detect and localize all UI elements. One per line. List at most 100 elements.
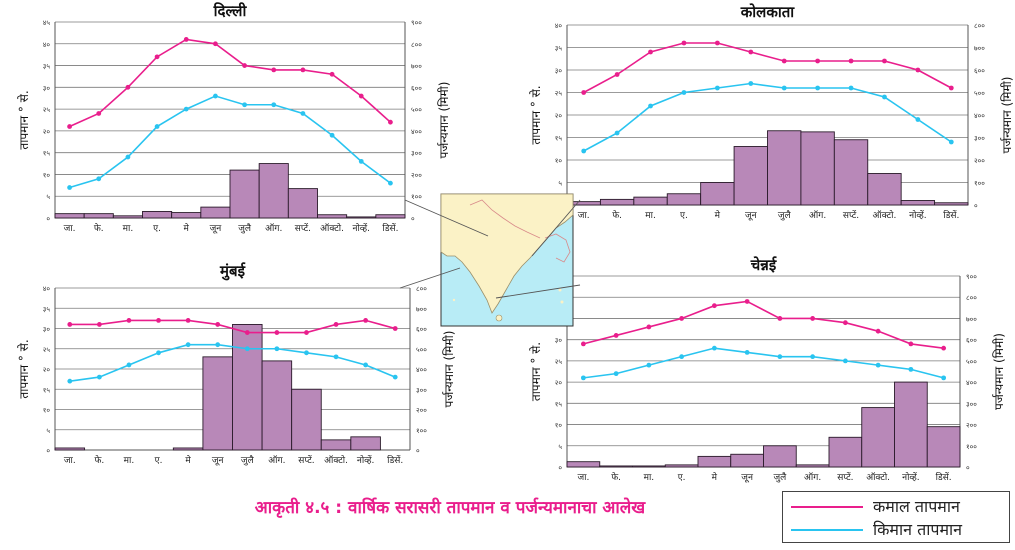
y2-tick-label: २०० bbox=[966, 422, 977, 430]
min-temp-point bbox=[183, 106, 189, 112]
x-tick-label: नोव्हें. bbox=[357, 454, 375, 466]
y2-axis-title: पर्जन्यमान (मिमी) bbox=[437, 82, 451, 159]
max-temp-point bbox=[648, 49, 653, 55]
min-temp-point bbox=[848, 85, 854, 91]
rain-bar bbox=[763, 445, 797, 468]
y2-tick-label: ३०० bbox=[974, 135, 985, 143]
max-temp-point bbox=[215, 322, 221, 327]
y2-tick-label: ८०० bbox=[411, 41, 422, 49]
y-tick-label: ३० bbox=[555, 337, 563, 345]
y2-tick-label: ४०० bbox=[974, 112, 985, 120]
max-temp-point bbox=[581, 90, 587, 95]
x-tick-label: फे. bbox=[611, 471, 621, 483]
y2-tick-label: ८०० bbox=[974, 22, 985, 30]
figure-caption: आकृती ४.५ : वार्षिक सरासरी तापमान व पर्ज… bbox=[254, 498, 646, 518]
map-leader-line bbox=[399, 267, 461, 289]
y2-tick-label: ७०० bbox=[416, 305, 427, 313]
rain-bar bbox=[291, 388, 322, 451]
x-tick-label: जुलै bbox=[241, 454, 255, 466]
y-tick-label: २५ bbox=[555, 358, 563, 366]
y2-tick-label: ० bbox=[966, 464, 970, 472]
y-tick-label: २० bbox=[555, 379, 563, 387]
y2-tick-label: ६०० bbox=[416, 326, 427, 334]
x-tick-label: मा. bbox=[645, 211, 656, 221]
y-tick-label: ३० bbox=[555, 67, 563, 75]
chart-title: चेन्नई bbox=[750, 256, 777, 274]
min-temp-point bbox=[67, 185, 72, 190]
x-tick-label: मे bbox=[184, 222, 190, 234]
y2-tick-label: १०० bbox=[974, 180, 985, 188]
rain-bar bbox=[599, 465, 633, 468]
legend-item-min: किमान तापमान bbox=[791, 518, 1006, 542]
y-tick-label: ० bbox=[46, 215, 50, 223]
chart-panel-3: मुंबई०५१०१५२०२५३०३५४००१००२००३००४००५००६००… bbox=[17, 262, 456, 466]
min-temp-point bbox=[215, 342, 221, 348]
max-temp-point bbox=[711, 303, 717, 309]
y-tick-label: ४० bbox=[555, 22, 563, 30]
y2-tick-label: ६०० bbox=[966, 337, 977, 345]
min-temp-point bbox=[815, 85, 821, 91]
y2-tick-label: १०० bbox=[416, 427, 427, 435]
min-temp-point bbox=[304, 350, 309, 356]
y-tick-label: ३५ bbox=[43, 305, 51, 313]
min-temp-point bbox=[244, 346, 250, 352]
x-tick-label: जून bbox=[212, 456, 225, 466]
max-temp-point bbox=[213, 41, 218, 47]
x-tick-label: मा. bbox=[644, 473, 655, 483]
rain-bar bbox=[287, 188, 318, 219]
map-border bbox=[469, 199, 541, 239]
y-tick-label: १५ bbox=[43, 386, 51, 394]
y2-tick-label: ४०० bbox=[416, 366, 427, 374]
min-temp-point bbox=[875, 362, 881, 368]
rain-bar bbox=[632, 465, 666, 468]
rain-bar bbox=[697, 455, 732, 468]
x-tick-label: फे. bbox=[94, 454, 104, 466]
min-temp-point bbox=[271, 102, 277, 108]
chart-title: कोलकाता bbox=[740, 3, 796, 21]
y-tick-label: २० bbox=[555, 112, 563, 120]
y2-axis-title: पर्जन्यमान (मिमी) bbox=[992, 333, 1006, 410]
rain-bar bbox=[54, 447, 86, 451]
legend-label-max: कमाल तापमान bbox=[873, 497, 960, 516]
min-temp-line bbox=[69, 95, 391, 189]
min-temp-point bbox=[744, 350, 750, 355]
y-tick-label: २० bbox=[43, 366, 51, 374]
y-axis-title: तापमान ° से. bbox=[529, 342, 543, 401]
rain-bar bbox=[346, 216, 377, 219]
min-temp-point bbox=[156, 350, 161, 356]
max-temp-line bbox=[583, 300, 944, 349]
max-temp-line bbox=[583, 42, 952, 94]
y-tick-label: १५ bbox=[43, 150, 51, 158]
y-tick-label: १० bbox=[555, 422, 563, 430]
x-tick-label: ऑक्टो. bbox=[320, 222, 344, 234]
max-temp-point bbox=[96, 322, 102, 327]
max-temp-point bbox=[948, 85, 954, 91]
min-temp-point bbox=[581, 148, 587, 154]
max-temp-point bbox=[185, 318, 191, 323]
min-temp-point bbox=[363, 362, 369, 368]
x-tick-label: जून bbox=[741, 473, 754, 483]
x-tick-label: सप्टें. bbox=[295, 222, 311, 234]
max-temp-point bbox=[613, 333, 619, 338]
y2-tick-label: ५०० bbox=[411, 106, 422, 114]
map-island bbox=[560, 300, 564, 304]
x-tick-label: सप्टें. bbox=[837, 471, 853, 483]
max-temp-point bbox=[744, 299, 750, 304]
x-tick-label: ऑग. bbox=[265, 223, 282, 234]
rain-bar bbox=[202, 356, 233, 451]
min-temp-line bbox=[583, 82, 952, 152]
y-tick-label: १० bbox=[43, 407, 51, 415]
min-temp-point bbox=[915, 117, 921, 122]
y2-tick-label: ८०० bbox=[416, 285, 427, 293]
india-map-icon bbox=[440, 193, 574, 327]
max-temp-point bbox=[842, 320, 848, 326]
x-tick-label: मे bbox=[712, 471, 718, 483]
y-tick-label: १० bbox=[43, 171, 51, 179]
map-leader-line bbox=[495, 284, 581, 299]
x-tick-label: ए. bbox=[678, 473, 686, 483]
y2-tick-label: ५०० bbox=[416, 346, 427, 354]
max-temp-point bbox=[646, 324, 652, 330]
max-temp-point bbox=[777, 316, 783, 321]
y2-tick-label: २०० bbox=[416, 407, 427, 415]
y2-tick-label: १०० bbox=[411, 193, 422, 201]
